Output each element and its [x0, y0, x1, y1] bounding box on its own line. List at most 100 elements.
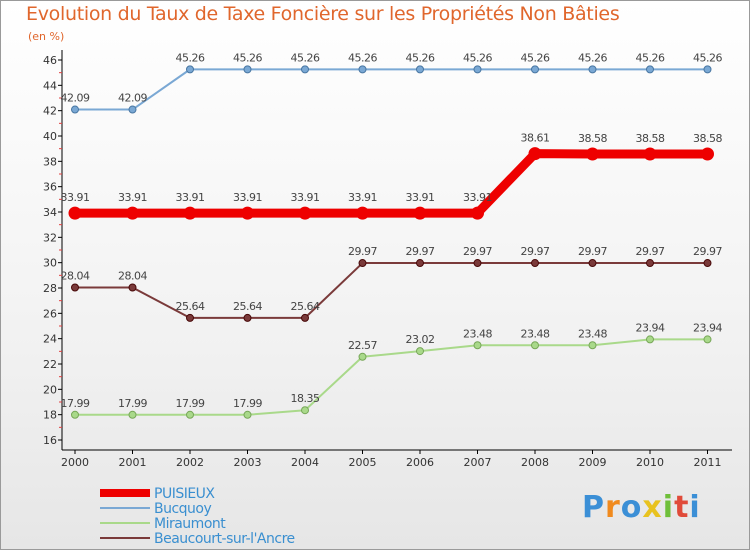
data-label: 28.04	[61, 269, 90, 282]
series-line	[75, 149, 708, 218]
logo-letter: i	[662, 490, 675, 525]
data-point	[301, 406, 309, 415]
data-label: 29.97	[578, 245, 607, 258]
data-label: 29.97	[521, 245, 550, 258]
x-tick-label: 2008	[521, 456, 549, 469]
x-tick-label: 2004	[291, 456, 319, 469]
legend-label: Miraumont	[154, 516, 226, 532]
x-tick-label: 2011	[694, 456, 722, 469]
data-point	[71, 283, 79, 292]
data-point	[646, 65, 654, 74]
data-label: 29.97	[406, 245, 435, 258]
data-point	[358, 352, 367, 361]
y-tick-label: 42	[43, 105, 57, 118]
logo-letter: P	[582, 490, 605, 525]
data-point	[413, 206, 427, 220]
data-point	[643, 147, 657, 161]
data-label: 45.26	[693, 51, 722, 64]
data-point	[416, 347, 424, 356]
data-label: 38.58	[636, 132, 665, 145]
data-label: 23.94	[636, 321, 665, 334]
y-tick-label: 44	[43, 79, 57, 92]
data-point	[243, 410, 252, 419]
chart-subtitle: (en %)	[28, 30, 65, 43]
data-label: 42.09	[118, 92, 147, 105]
data-label: 33.91	[61, 191, 90, 204]
data-label: 42.09	[61, 92, 90, 105]
logo-letter: r	[605, 490, 621, 525]
data-point	[298, 206, 312, 220]
y-tick-label: 18	[43, 409, 57, 422]
logo-letter: i	[689, 490, 701, 525]
data-label: 23.48	[578, 327, 607, 340]
y-tick-label: 38	[43, 155, 57, 168]
data-point	[356, 206, 369, 220]
y-tick-label: 28	[43, 282, 57, 295]
data-point	[531, 341, 539, 350]
data-point	[531, 65, 539, 74]
data-label: 38.58	[693, 132, 722, 145]
data-point	[416, 259, 424, 268]
data-label: 38.58	[578, 132, 607, 145]
data-point	[703, 335, 712, 344]
data-label: 45.26	[233, 51, 262, 64]
data-point	[186, 65, 194, 74]
data-point	[703, 259, 712, 268]
series-line	[75, 262, 708, 319]
data-point	[473, 65, 482, 74]
y-tick-label: 30	[43, 257, 57, 270]
data-point	[128, 410, 137, 419]
data-label: 17.99	[233, 397, 262, 410]
x-tick-label: 2006	[406, 456, 434, 469]
data-label: 23.48	[521, 327, 550, 340]
data-point	[416, 65, 424, 74]
y-tick-label: 16	[43, 434, 57, 447]
data-label: 45.26	[521, 51, 550, 64]
data-point	[703, 65, 712, 74]
data-point	[186, 410, 194, 419]
data-point	[128, 283, 137, 292]
data-label: 29.97	[348, 245, 377, 258]
data-point	[301, 65, 309, 74]
data-label: 17.99	[118, 397, 147, 410]
data-point	[243, 313, 252, 322]
data-label: 29.97	[636, 245, 665, 258]
data-point	[358, 259, 367, 268]
data-point	[186, 313, 194, 322]
data-label: 23.48	[463, 327, 492, 340]
data-point	[241, 206, 254, 220]
data-point	[473, 259, 482, 268]
data-label: 29.97	[463, 245, 492, 258]
data-label: 33.91	[176, 191, 205, 204]
x-tick-label: 2002	[176, 456, 204, 469]
data-label: 29.97	[693, 245, 722, 258]
x-tick-label: 2000	[61, 456, 89, 469]
data-point	[71, 105, 79, 114]
data-label: 18.35	[291, 392, 320, 405]
data-label: 33.91	[118, 191, 147, 204]
data-point	[471, 206, 484, 220]
data-label: 45.26	[463, 51, 492, 64]
data-label: 25.64	[291, 300, 320, 313]
data-point	[588, 341, 597, 350]
data-label: 25.64	[233, 300, 262, 313]
data-point	[243, 65, 252, 74]
data-label: 45.26	[636, 51, 665, 64]
data-label: 33.91	[406, 191, 435, 204]
data-point	[528, 147, 542, 161]
data-label: 45.26	[176, 51, 205, 64]
data-label: 33.91	[233, 191, 262, 204]
legend-label: Bucquoy	[154, 501, 212, 517]
data-label: 38.61	[521, 132, 550, 145]
data-label: 22.57	[348, 339, 377, 352]
logo-letter: t	[674, 490, 690, 525]
data-label: 33.91	[291, 191, 320, 204]
x-tick-label: 2010	[636, 456, 664, 469]
data-point	[473, 341, 482, 350]
series-line	[75, 338, 708, 416]
data-label: 17.99	[61, 397, 90, 410]
data-point	[531, 259, 539, 268]
series-line	[75, 68, 708, 111]
